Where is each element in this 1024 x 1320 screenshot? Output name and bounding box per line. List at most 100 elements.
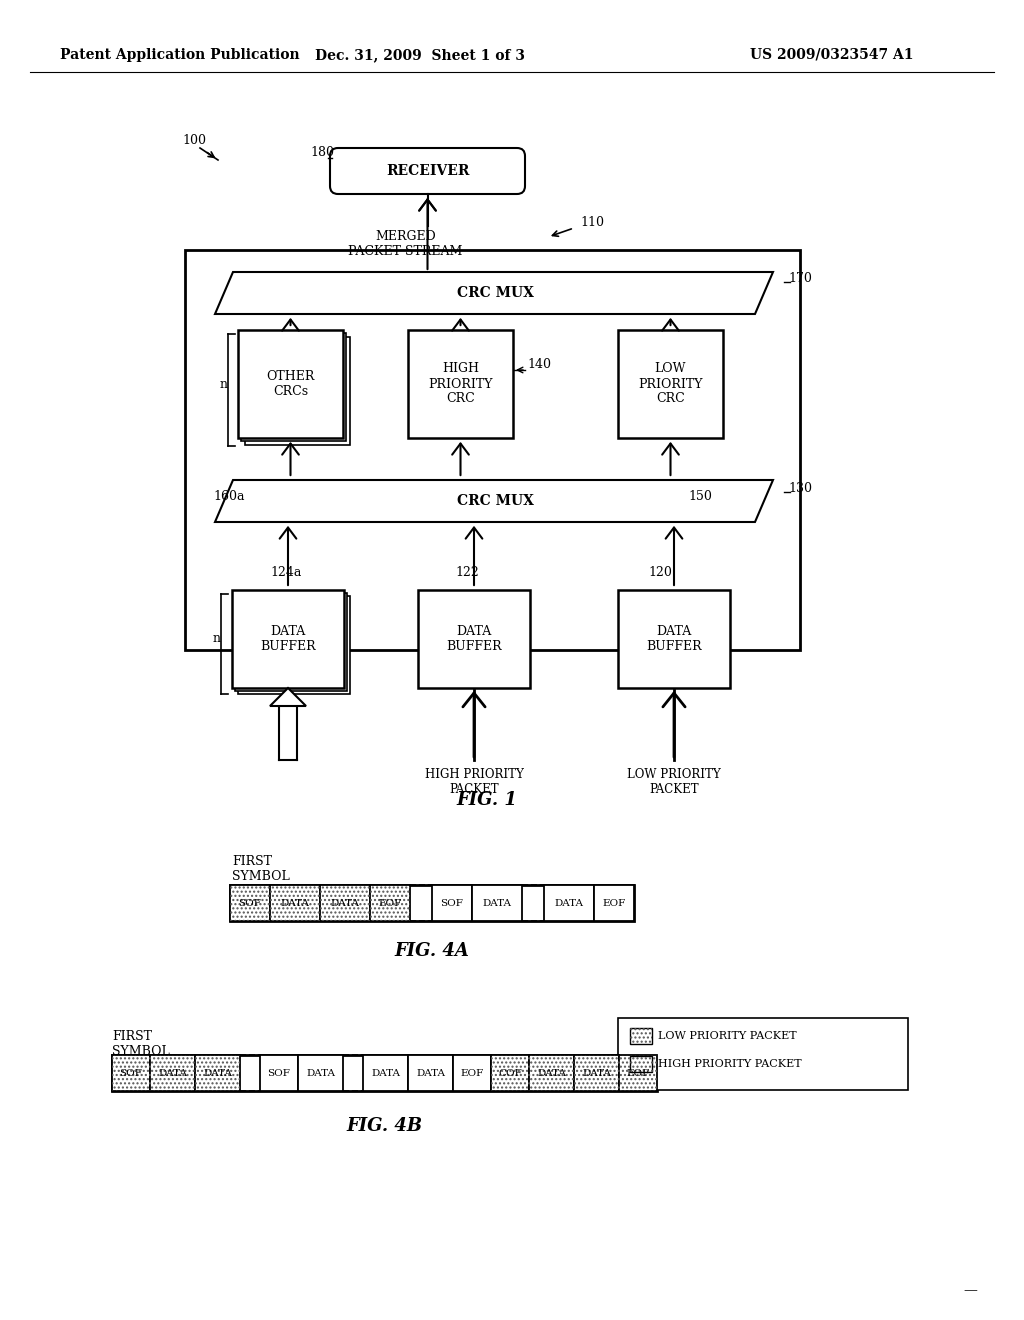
Bar [370, 884, 410, 921]
Text: DATA: DATA [203, 1068, 232, 1077]
Text: DATA: DATA [416, 1068, 445, 1077]
Text: CRC MUX: CRC MUX [457, 494, 534, 508]
FancyBboxPatch shape [330, 148, 525, 194]
Polygon shape [215, 480, 773, 521]
Bar [230, 884, 634, 921]
Bar [270, 884, 319, 921]
Text: HIGH PRIORITY PACKET: HIGH PRIORITY PACKET [658, 1059, 802, 1069]
Text: DATA: DATA [331, 899, 359, 908]
Text: DATA
BUFFER: DATA BUFFER [446, 624, 502, 653]
Text: 150: 150 [688, 490, 712, 503]
Bar [150, 1055, 195, 1092]
Text: 100: 100 [182, 133, 206, 147]
Bar [630, 1028, 652, 1044]
Text: 130: 130 [788, 482, 812, 495]
Polygon shape [215, 272, 773, 314]
Bar [630, 1028, 652, 1044]
Bar [453, 1055, 490, 1092]
Text: FIG. 4B: FIG. 4B [346, 1117, 423, 1135]
Text: RECEIVER: RECEIVER [386, 164, 469, 178]
Bar [630, 1056, 652, 1072]
Bar [270, 884, 319, 921]
Text: OTHER
CRCs: OTHER CRCs [266, 370, 314, 399]
Text: DATA: DATA [306, 1068, 335, 1077]
Text: 120: 120 [648, 565, 672, 578]
Bar [185, 249, 800, 649]
Bar [319, 884, 370, 921]
Text: US 2009/0323547 A1: US 2009/0323547 A1 [750, 48, 913, 62]
Text: DATA: DATA [158, 1068, 187, 1077]
Text: DATA: DATA [482, 899, 512, 908]
Bar [112, 1055, 150, 1092]
Bar [618, 1055, 657, 1092]
Text: LOW PRIORITY PACKET: LOW PRIORITY PACKET [658, 1031, 797, 1041]
Text: FIRST
SYMBOL: FIRST SYMBOL [232, 855, 290, 883]
Bar [241, 333, 346, 441]
Text: DATA: DATA [371, 1068, 400, 1077]
Bar [362, 1055, 408, 1092]
Bar [260, 1055, 298, 1092]
Bar [112, 1055, 657, 1092]
Bar [418, 590, 530, 688]
Text: 110: 110 [580, 215, 604, 228]
Bar [408, 330, 513, 438]
Text: DATA: DATA [582, 1068, 611, 1077]
Text: HIGH PRIORITY
PACKET: HIGH PRIORITY PACKET [425, 768, 523, 796]
Text: FIG. 4A: FIG. 4A [394, 942, 469, 960]
Bar [232, 590, 344, 688]
Bar [370, 884, 410, 921]
Text: FIRST
SYMBOL: FIRST SYMBOL [112, 1030, 170, 1059]
Text: 140: 140 [527, 359, 551, 371]
Bar [594, 884, 634, 921]
Text: DATA: DATA [537, 1068, 566, 1077]
Text: n: n [213, 631, 221, 644]
Bar [112, 1055, 150, 1092]
Text: EOF: EOF [627, 1068, 649, 1077]
Text: LOW PRIORITY
PACKET: LOW PRIORITY PACKET [627, 768, 721, 796]
Text: LOW
PRIORITY
CRC: LOW PRIORITY CRC [638, 363, 702, 405]
Bar [618, 590, 730, 688]
Text: COF: COF [498, 1068, 522, 1077]
Bar [574, 1055, 618, 1092]
Bar [150, 1055, 195, 1092]
Bar [574, 1055, 618, 1092]
Text: CRC MUX: CRC MUX [457, 286, 534, 300]
Polygon shape [270, 688, 306, 706]
Text: MERGED
PACKET STREAM: MERGED PACKET STREAM [348, 230, 463, 257]
Text: DATA
BUFFER: DATA BUFFER [646, 624, 701, 653]
Text: n: n [220, 378, 228, 391]
Text: Patent Application Publication: Patent Application Publication [60, 48, 300, 62]
Bar [195, 1055, 240, 1092]
Bar [319, 884, 370, 921]
Bar [195, 1055, 240, 1092]
Bar [544, 884, 594, 921]
Text: 170: 170 [788, 272, 812, 285]
Text: SOF: SOF [440, 899, 464, 908]
Bar [490, 1055, 529, 1092]
Text: EOF: EOF [379, 899, 401, 908]
Text: 160a: 160a [213, 490, 245, 503]
Bar [490, 1055, 529, 1092]
Text: FIG. 1: FIG. 1 [457, 791, 517, 809]
Bar [298, 1055, 343, 1092]
Text: SOF: SOF [267, 1068, 291, 1077]
Text: EOF: EOF [602, 899, 626, 908]
Text: 124a: 124a [270, 565, 301, 578]
Bar [618, 330, 723, 438]
Text: DATA: DATA [555, 899, 584, 908]
Bar [529, 1055, 574, 1092]
Text: 180: 180 [310, 145, 334, 158]
Text: —: — [963, 1283, 977, 1298]
Text: EOF: EOF [461, 1068, 483, 1077]
Bar [234, 593, 347, 690]
Bar [230, 884, 270, 921]
Text: SOF: SOF [239, 899, 261, 908]
Text: 122: 122 [455, 565, 479, 578]
Bar [618, 1055, 657, 1092]
Bar [529, 1055, 574, 1092]
Bar [245, 337, 350, 445]
Text: DATA
BUFFER: DATA BUFFER [260, 624, 315, 653]
Text: HIGH
PRIORITY
CRC: HIGH PRIORITY CRC [428, 363, 493, 405]
Bar [238, 330, 343, 438]
Bar [238, 597, 350, 694]
